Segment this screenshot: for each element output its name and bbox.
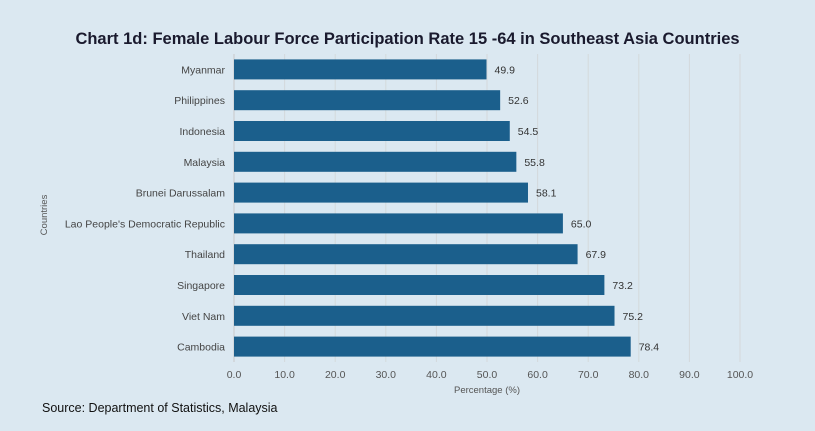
bar	[234, 151, 517, 172]
data-label: 78.4	[639, 342, 660, 354]
category-label: Singapore	[177, 280, 225, 292]
category-label: Myanmar	[181, 64, 225, 76]
category-label: Lao People's Democratic Republic	[65, 218, 225, 230]
bar	[234, 182, 528, 203]
x-tick-label: 20.0	[325, 369, 346, 381]
bar	[234, 121, 510, 141]
x-tick-label: 30.0	[376, 369, 397, 381]
bar	[234, 336, 631, 357]
bar	[234, 275, 605, 295]
x-tick-label: 70.0	[578, 369, 599, 381]
x-axis-label: Percentage (%)	[454, 385, 520, 396]
category-label: Indonesia	[179, 126, 225, 138]
category-label: Thailand	[185, 249, 225, 261]
source-note: Source: Department of Statistics, Malays…	[42, 401, 278, 415]
data-label: 65.0	[571, 218, 592, 230]
x-tick-label: 10.0	[274, 369, 295, 381]
x-tick-label: 0.0	[227, 369, 242, 381]
x-tick-label: 50.0	[477, 369, 498, 381]
category-label: Viet Nam	[182, 311, 225, 323]
data-label: 73.2	[612, 280, 633, 292]
data-label: 67.9	[586, 249, 607, 261]
bar	[234, 59, 487, 80]
x-tick-label: 90.0	[679, 369, 700, 381]
data-label: 75.2	[623, 311, 644, 323]
x-tick-label: 80.0	[629, 369, 650, 381]
data-label: 52.6	[508, 95, 529, 107]
y-axis-label: Countries	[39, 194, 50, 235]
x-tick-label: 60.0	[527, 369, 548, 381]
data-label: 54.5	[518, 126, 539, 138]
bar	[234, 213, 563, 234]
bar	[234, 244, 578, 265]
category-label: Cambodia	[177, 342, 225, 354]
category-label: Brunei Darussalam	[136, 188, 226, 200]
data-label: 49.9	[494, 64, 515, 76]
category-label: Malaysia	[184, 157, 226, 169]
chart-title: Chart 1d: Female Labour Force Participat…	[75, 30, 740, 48]
category-label: Philippines	[174, 95, 225, 107]
data-label: 55.8	[524, 157, 545, 169]
x-tick-label: 100.0	[727, 369, 753, 381]
bar	[234, 305, 615, 326]
bar	[234, 90, 501, 111]
x-tick-label: 40.0	[426, 369, 447, 381]
data-label: 58.1	[536, 188, 557, 200]
